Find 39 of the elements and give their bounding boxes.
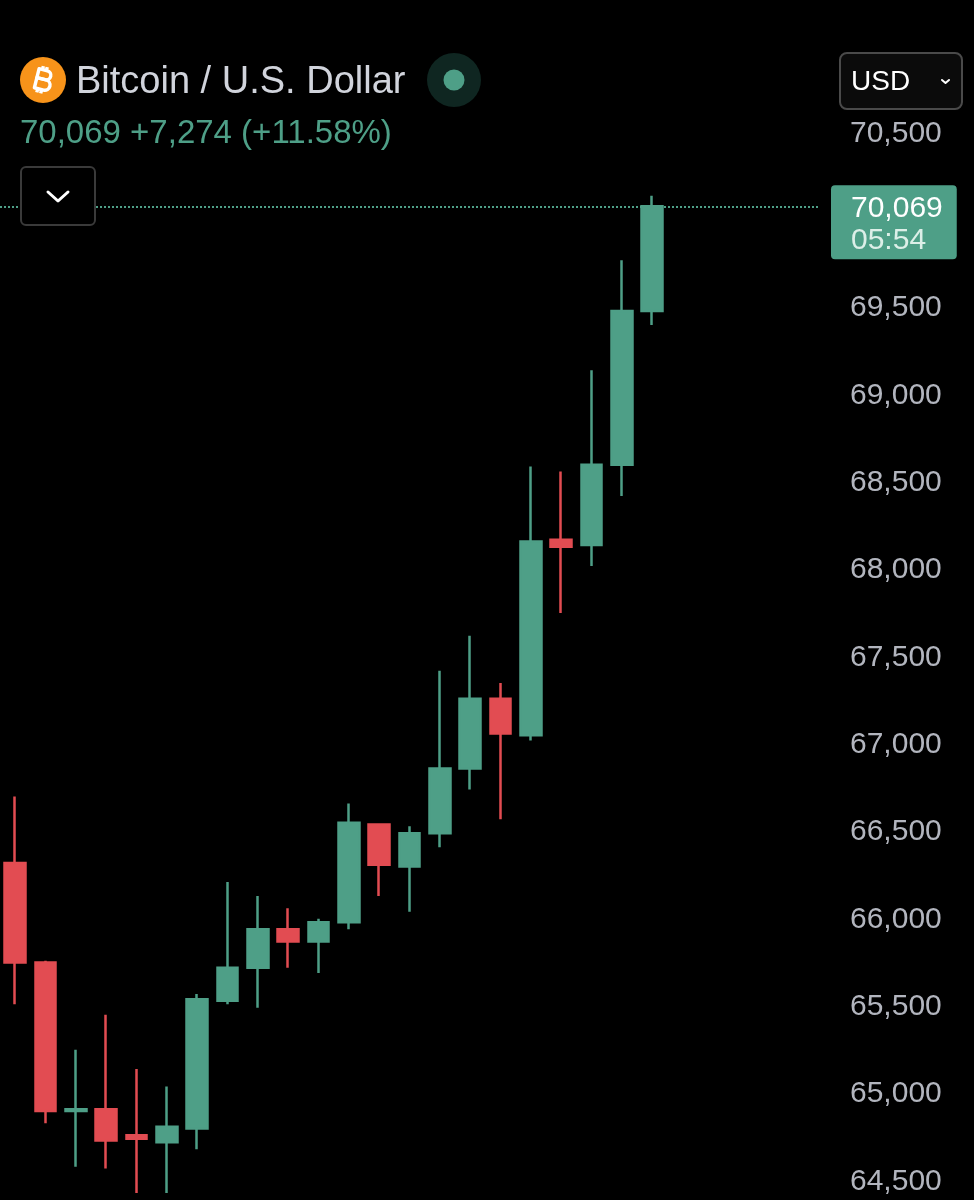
ref-line-label: 70,069 <box>851 189 943 223</box>
candlestick <box>610 259 634 498</box>
candlestick <box>428 669 452 849</box>
y-tick-label: 69,500 <box>850 289 942 323</box>
candlestick <box>398 824 421 914</box>
expand-button[interactable] <box>20 166 96 226</box>
candlestick <box>125 1067 148 1195</box>
candlestick <box>246 894 270 1010</box>
y-tick-label: 69,000 <box>850 376 942 410</box>
y-tick-label: 66,500 <box>850 813 942 847</box>
y-tick-label: 64,500 <box>850 1162 942 1196</box>
candlestick <box>185 992 209 1151</box>
candlestick <box>155 1085 179 1195</box>
candlestick <box>489 681 512 821</box>
y-tick-label: 65,500 <box>850 987 942 1021</box>
y-tick-label: 70,500 <box>850 114 942 148</box>
candlestick <box>34 959 57 1125</box>
candlestick <box>367 823 391 898</box>
candlestick <box>276 907 300 969</box>
candlestick <box>580 369 603 568</box>
y-tick-label: 66,000 <box>850 900 942 934</box>
candlestick <box>458 634 482 791</box>
y-tick-label: 67,000 <box>850 725 942 759</box>
candlestick <box>307 917 330 975</box>
currency-select[interactable]: USD <box>839 52 963 110</box>
text: 70,069 +7,274 (+11.58%) <box>20 113 392 151</box>
candlestick <box>94 1013 118 1170</box>
candlestick <box>216 880 239 1006</box>
candlestick <box>64 1048 88 1169</box>
y-tick-label: 68,500 <box>850 463 942 497</box>
y-tick-label: 68,000 <box>850 551 942 585</box>
y-tick-label: 65,000 <box>850 1075 942 1109</box>
candlestick <box>549 470 573 615</box>
text: Bitcoin / U.S. Dollar <box>76 58 406 102</box>
text: 05:54 <box>851 221 927 255</box>
candlestick <box>337 802 361 931</box>
candlestick <box>519 465 543 742</box>
candlestick <box>3 795 27 1006</box>
y-tick-label: 67,500 <box>850 638 942 672</box>
